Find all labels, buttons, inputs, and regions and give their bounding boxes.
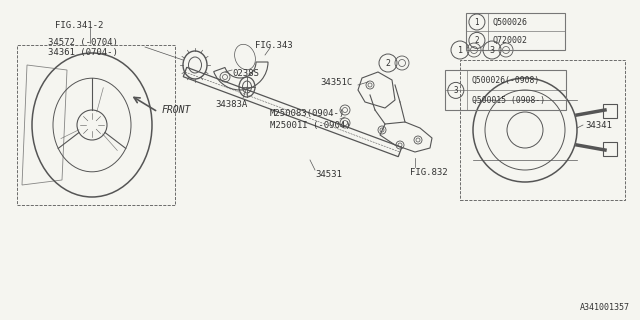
Text: 1: 1 <box>458 45 463 54</box>
Text: 34572 (-0704): 34572 (-0704) <box>48 37 118 46</box>
Text: FIG.341-2: FIG.341-2 <box>55 20 104 29</box>
Text: 34531: 34531 <box>315 170 342 179</box>
Bar <box>466 13 565 50</box>
Text: 3: 3 <box>490 45 495 54</box>
Text: FRONT: FRONT <box>162 105 191 115</box>
Text: FIG.832: FIG.832 <box>410 167 447 177</box>
Text: Q720002: Q720002 <box>493 36 528 45</box>
Text: M25001I (-0904): M25001I (-0904) <box>270 121 351 130</box>
Text: A341001357: A341001357 <box>580 303 630 312</box>
Text: 1: 1 <box>475 18 479 27</box>
Text: FIG.343: FIG.343 <box>255 41 292 50</box>
Text: 2: 2 <box>385 59 390 68</box>
Text: 3: 3 <box>454 86 458 95</box>
Text: 34351C: 34351C <box>320 77 352 86</box>
Text: Q500015 (0908-): Q500015 (0908-) <box>472 96 545 105</box>
Bar <box>460 60 625 200</box>
Text: M250083(0904-): M250083(0904-) <box>270 108 345 117</box>
Text: 0238S: 0238S <box>232 68 259 77</box>
Bar <box>603 104 617 118</box>
Text: 34341: 34341 <box>585 121 612 130</box>
Text: Q500026(-0908): Q500026(-0908) <box>472 76 540 85</box>
Text: Q500026: Q500026 <box>493 18 528 27</box>
Text: 2: 2 <box>475 36 479 45</box>
Bar <box>17 45 175 205</box>
Text: 34361 (0704-): 34361 (0704-) <box>48 47 118 57</box>
Bar <box>603 142 617 156</box>
Text: 34383A: 34383A <box>215 100 247 108</box>
Bar <box>445 70 566 110</box>
